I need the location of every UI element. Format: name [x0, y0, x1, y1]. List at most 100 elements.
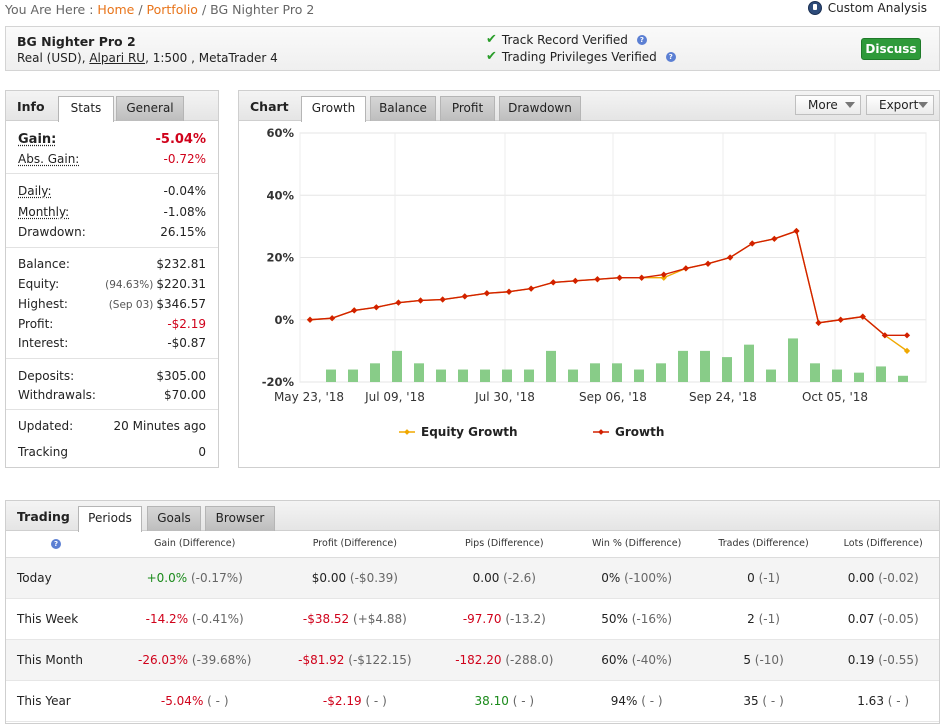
x-tick-label: May 23, '18 — [274, 390, 344, 404]
deposits-value: $305.00 — [156, 369, 206, 383]
tab-general[interactable]: General — [116, 96, 184, 121]
volume-bar — [634, 369, 644, 382]
trading-privileges-label: Trading Privileges Verified — [501, 49, 657, 64]
pips-diff: (-2.6) — [503, 570, 536, 585]
volume-bar — [414, 363, 424, 382]
lots-cell: 1.63 ( - ) — [827, 680, 939, 722]
monthly-label: Monthly: — [18, 205, 70, 219]
updated-row: Updated: 20 Minutes ago — [18, 419, 206, 433]
gain-diff: (-39.68%) — [191, 652, 252, 667]
system-subtitle: Real (USD), Alpari RU, 1:500 , MetaTrade… — [17, 51, 278, 65]
table-row: This Week -14.2% (-0.41%) -$38.52 (+$4.88)… — [6, 598, 939, 640]
export-dropdown[interactable]: Export — [866, 95, 934, 115]
help-icon[interactable]: ? — [665, 51, 676, 62]
pips-cell: 0.00 (-2.6) — [434, 557, 574, 599]
equity-value: $220.31 — [156, 277, 206, 291]
tab-goals[interactable]: Goals — [147, 506, 201, 531]
col-pips: Pips (Difference) — [434, 531, 574, 558]
breadcrumb-portfolio-link[interactable]: Portfolio — [146, 2, 198, 17]
profit-diff: (-$122.15) — [348, 652, 412, 667]
table-row: Today +0.0% (-0.17%) $0.00 (-$0.39) 0.00 (-… — [6, 557, 939, 599]
volume-bar — [656, 363, 666, 382]
balance-value: $232.81 — [156, 257, 206, 271]
deposits-row: Deposits: $305.00 — [18, 369, 206, 383]
highest-label: Highest: — [18, 297, 68, 311]
series-line-growth — [309, 230, 907, 337]
withdrawals-label: Withdrawals: — [18, 388, 96, 402]
x-tick-label: Jul 30, '18 — [474, 390, 535, 404]
gain-label: Gain: — [18, 132, 57, 147]
trading-panel: Trading Periods Goals Browser ? Gain (Di… — [5, 500, 940, 724]
updated-value: 20 Minutes ago — [113, 419, 206, 433]
lots-diff: (-0.55) — [878, 652, 919, 667]
gain-row: Gain: -5.04% — [18, 132, 206, 147]
more-dropdown[interactable]: More — [795, 95, 861, 115]
periods-table: ? Gain (Difference) Profit (Difference) … — [6, 531, 939, 722]
deposits-label: Deposits: — [18, 369, 75, 383]
breadcrumb-sep: / — [138, 2, 143, 17]
discuss-button[interactable]: Discuss — [861, 38, 921, 60]
tab-browser[interactable]: Browser — [205, 506, 275, 531]
tab-drawdown[interactable]: Drawdown — [499, 96, 581, 121]
custom-analysis-label: Custom Analysis — [827, 1, 927, 15]
profit-value: -$38.52 — [302, 611, 350, 626]
pips-cell: -97.70 (-13.2) — [434, 598, 574, 640]
export-label: Export — [879, 98, 919, 112]
gain-cell: -26.03% (-39.68%) — [114, 639, 275, 681]
breadcrumb-home-link[interactable]: Home — [97, 2, 135, 17]
lots-diff: (-0.02) — [878, 570, 919, 585]
abs-gain-row: Abs. Gain: -0.72% — [18, 152, 206, 166]
custom-analysis-link[interactable]: Custom Analysis — [807, 1, 927, 15]
volume-bar — [766, 369, 776, 382]
volume-bar — [854, 372, 864, 382]
gain-value: -14.2% — [145, 611, 189, 626]
check-icon: ✔ — [486, 49, 497, 64]
volume-bar — [744, 344, 754, 382]
table-row: This Year -5.04% ( - ) -$2.19 ( - ) 38.10 (… — [6, 680, 939, 722]
balance-label: Balance: — [18, 257, 70, 271]
updated-label: Updated: — [18, 419, 74, 433]
volume-bar — [590, 363, 600, 382]
tab-periods[interactable]: Periods — [78, 506, 142, 532]
profit-diff: (+$4.88) — [353, 611, 407, 626]
tab-growth[interactable]: Growth — [301, 96, 366, 122]
trades-cell: 0 (-1) — [699, 557, 828, 599]
profit-cell: -$81.92 (-$122.15) — [274, 639, 435, 681]
help-icon[interactable]: ? — [636, 34, 647, 45]
pips-diff: (-13.2) — [505, 611, 546, 626]
drawdown-row: Drawdown: 26.15% — [18, 225, 206, 239]
drawdown-value: 26.15% — [160, 225, 206, 239]
pips-cell: -182.20 (-288.0) — [434, 639, 574, 681]
x-tick-label: Jul 09, '18 — [364, 390, 425, 404]
y-tick-label: 60% — [266, 126, 294, 140]
win-cell: 60% (-40%) — [573, 639, 700, 681]
trades-value: 0 — [747, 570, 755, 585]
highest-row: Highest: (Sep 03) $346.57 — [18, 297, 206, 311]
profit-row: Profit: -$2.19 — [18, 317, 206, 331]
y-tick-label: 0% — [274, 313, 294, 327]
interest-label: Interest: — [18, 336, 69, 350]
interest-row: Interest: -$0.87 — [18, 336, 206, 350]
gain-cell: -5.04% ( - ) — [114, 680, 275, 722]
y-tick-label: -20% — [262, 375, 295, 389]
win-diff: (-40%) — [631, 652, 673, 667]
volume-bar — [370, 363, 380, 382]
pips-value: -182.20 — [455, 652, 502, 667]
volume-bar — [832, 369, 842, 382]
info-title: Info — [17, 99, 45, 114]
drawdown-label: Drawdown: — [18, 225, 86, 239]
tab-stats[interactable]: Stats — [58, 96, 114, 122]
profit-value: -$2.19 — [167, 317, 206, 331]
volume-bar — [524, 369, 534, 382]
tab-balance[interactable]: Balance — [370, 96, 436, 121]
tab-profit[interactable]: Profit — [440, 96, 495, 121]
system-header: BG Nighter Pro 2 Real (USD), Alpari RU, … — [5, 26, 940, 71]
highest-value: $346.57 — [156, 297, 206, 311]
breadcrumb: You Are Here : Home / Portfolio / BG Nig… — [5, 2, 314, 17]
help-icon[interactable]: ? — [51, 539, 61, 550]
col-gain: Gain (Difference) — [114, 531, 275, 558]
equity-label: Equity: — [18, 277, 60, 291]
broker-link[interactable]: Alpari RU — [89, 51, 146, 65]
chart-panel: Chart Growth Balance Profit Drawdown Mor… — [238, 90, 940, 468]
tracking-label: Tracking — [18, 445, 68, 459]
